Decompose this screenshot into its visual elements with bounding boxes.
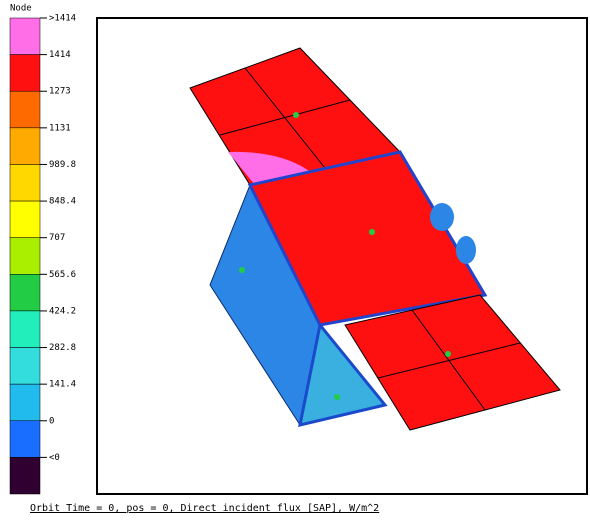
legend-label: 848.4 [49, 197, 76, 207]
legend-swatch [10, 457, 40, 494]
legend-swatch [10, 384, 40, 421]
legend-label: 1414 [49, 50, 71, 60]
legend-label: >1414 [49, 14, 76, 24]
legend-title: Node [10, 4, 32, 14]
legend-label: 141.4 [49, 380, 76, 390]
app-view: Node >1414 1414 1273 1131 989.8 848.4 707 565.6… [0, 0, 590, 520]
legend-swatch [10, 201, 40, 238]
legend-label: 0 [49, 416, 54, 426]
legend-label: 282.8 [49, 343, 76, 353]
legend-label: 1131 [49, 123, 71, 133]
legend-swatch [10, 348, 40, 385]
legend-swatch [10, 91, 40, 128]
legend-swatch [10, 164, 40, 201]
legend-swatch [10, 311, 40, 348]
legend-swatch [10, 238, 40, 275]
legend-swatch [10, 128, 40, 165]
status-text: Orbit Time = 0, pos = 0, Direct incident… [30, 503, 379, 514]
legend-label: 565.6 [49, 270, 76, 280]
legend-swatch [10, 18, 40, 55]
legend-label: <0 [49, 453, 60, 463]
legend-label: 989.8 [49, 160, 76, 170]
legend-label: 424.2 [49, 306, 76, 316]
legend: >1414 1414 1273 1131 989.8 848.4 707 565.6 424.2… [10, 14, 76, 495]
legend-swatch [10, 274, 40, 311]
legend-swatch [10, 55, 40, 92]
legend-label: 1273 [49, 87, 71, 97]
legend-swatch [10, 421, 40, 458]
legend-label: 707 [49, 233, 65, 243]
